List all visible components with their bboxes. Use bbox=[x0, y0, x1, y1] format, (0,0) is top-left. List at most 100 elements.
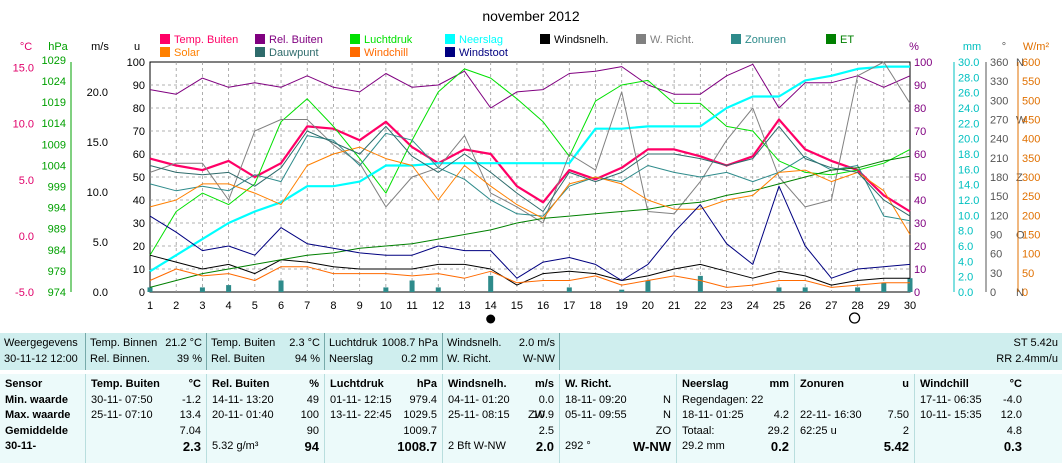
richt-deg: 292 ° bbox=[565, 440, 591, 452]
right-axis-unit-3: W/m² bbox=[1023, 41, 1050, 53]
left-axis-tick: 1024 bbox=[42, 76, 66, 88]
rel-max-when: 20-11- 01:40 bbox=[212, 409, 274, 421]
wind-avg: 2.5 bbox=[538, 424, 554, 437]
x-tick-label: 10 bbox=[380, 300, 392, 312]
zonuren-bar bbox=[383, 287, 389, 292]
statistics-table: Sensor Min. waarde Max. waarde Gemiddeld… bbox=[0, 374, 1062, 463]
temp-binnen-label: Temp. Binnen bbox=[90, 337, 158, 349]
right-axis-tick: 30 bbox=[990, 268, 1002, 280]
zonuren-bar bbox=[907, 278, 913, 292]
rel-max: 100 bbox=[300, 409, 319, 421]
left-axis-tick: 989 bbox=[48, 224, 66, 236]
legend-swatch bbox=[160, 34, 170, 44]
druk-max: 1029.5 bbox=[403, 409, 437, 421]
richt-min: N bbox=[663, 393, 671, 406]
date-label: 30-11- bbox=[5, 440, 37, 452]
right-axis-tick: 180 bbox=[990, 172, 1008, 184]
info-cell-druk: Luchtdruk 1008.7 hPa Neerslag 0.2 mm bbox=[325, 333, 443, 370]
compass-label: W bbox=[1016, 115, 1027, 127]
right-axis-tick: 26.0 bbox=[958, 88, 979, 100]
right-axis-tick: 6.0 bbox=[958, 241, 973, 253]
series-line bbox=[149, 68, 911, 256]
x-tick-label: 20 bbox=[642, 300, 654, 312]
rr-value: RR 2.4mm/u bbox=[996, 353, 1058, 365]
left-axis-tick: 974 bbox=[48, 287, 66, 299]
legend-swatch bbox=[255, 47, 265, 57]
chill-col-unit: °C bbox=[1009, 378, 1022, 390]
info-cell-weergegevens: Weergegevens 30-11-12 12:00 bbox=[0, 333, 86, 370]
richt-col-title: W. Richt. bbox=[565, 378, 612, 390]
right-axis-tick: 18.0 bbox=[958, 149, 979, 161]
legend-label: Windchill bbox=[364, 47, 408, 59]
legend-swatch bbox=[540, 34, 550, 44]
x-tick-label: 19 bbox=[616, 300, 628, 312]
zonuren-bar bbox=[147, 287, 153, 292]
rel-min: 49 bbox=[306, 393, 319, 406]
temp-buiten-label: Temp. Buiten bbox=[211, 337, 276, 349]
series-line bbox=[149, 266, 910, 288]
right-axis-tick: 24.0 bbox=[958, 103, 979, 115]
x-tick-label: 16 bbox=[537, 300, 549, 312]
right-axis-tick: 400 bbox=[1022, 134, 1040, 146]
right-axis-tick: 100 bbox=[914, 57, 932, 69]
chill-min-when: 17-11- 06:35 bbox=[920, 393, 982, 406]
right-axis-tick: 0.0 bbox=[958, 287, 973, 299]
zonuren-bar bbox=[199, 287, 205, 292]
series-line bbox=[149, 155, 911, 288]
datetime-value: 30-11-12 12:00 bbox=[4, 353, 78, 365]
x-tick-label: 8 bbox=[330, 300, 336, 312]
legend-swatch bbox=[826, 34, 836, 44]
left-axis-tick: -5.0 bbox=[15, 287, 34, 299]
series-line bbox=[149, 132, 911, 222]
compass-label: O bbox=[1016, 230, 1025, 242]
neerslag-cur: 0.2 bbox=[770, 439, 789, 454]
avg-label: Gemiddelde bbox=[5, 424, 68, 437]
left-axis-tick: 10 bbox=[133, 264, 145, 276]
series-line bbox=[149, 125, 911, 217]
right-axis-tick: 2.0 bbox=[958, 272, 973, 284]
neerslag-totaal: 29.2 bbox=[767, 424, 789, 437]
legend-swatch bbox=[636, 34, 646, 44]
rel-col-title: Rel. Buiten bbox=[212, 378, 270, 390]
left-axis-tick: 0.0 bbox=[93, 287, 108, 299]
temp-avg: 7.04 bbox=[179, 424, 201, 437]
legend-swatch bbox=[445, 47, 455, 57]
temp-col-title: Temp. Buiten bbox=[91, 378, 160, 390]
x-tick-label: 5 bbox=[252, 300, 258, 312]
zonuren-bar bbox=[776, 287, 782, 292]
left-axis-tick: 5.0 bbox=[93, 237, 108, 249]
richt-max: N bbox=[663, 409, 671, 421]
zon-cur: 5.42 bbox=[883, 439, 909, 454]
zonuren-bar bbox=[802, 287, 808, 292]
left-axis-tick: 60 bbox=[133, 149, 145, 161]
rel-binnen-value: 39 % bbox=[176, 353, 202, 365]
left-axis-tick: 10.0 bbox=[87, 187, 108, 199]
chart-title: november 2012 bbox=[482, 8, 580, 24]
wind-min: 0.0 bbox=[538, 393, 554, 406]
right-axis-tick: 50 bbox=[1022, 268, 1034, 280]
right-axis-tick: 150 bbox=[1022, 230, 1040, 242]
neerslag-extra: 29.2 mm bbox=[682, 440, 725, 452]
stats-col-rel: Rel. Buiten% 14-11- 13:20 49 20-11- 01:40… bbox=[207, 374, 325, 463]
right-axis-tick: 240 bbox=[990, 134, 1008, 146]
left-axis-tick: 1009 bbox=[42, 139, 66, 151]
chill-max-when: 10-11- 15:35 bbox=[920, 409, 982, 421]
series-line bbox=[149, 146, 911, 235]
right-axis-tick: 210 bbox=[990, 153, 1008, 165]
right-axis-unit-1: mm bbox=[963, 41, 981, 53]
x-tick-label: 4 bbox=[226, 300, 232, 312]
x-tick-label: 6 bbox=[278, 300, 284, 312]
zon-max-when: 22-11- 16:30 bbox=[800, 409, 862, 421]
current-info-strip: Weergegevens 30-11-12 12:00 Temp. Binnen… bbox=[0, 333, 1062, 370]
left-axis-unit-0: °C bbox=[20, 41, 32, 53]
left-axis-tick: 30 bbox=[133, 218, 145, 230]
luchtdruk-label: Luchtdruk bbox=[329, 337, 378, 349]
left-axis-tick: 20 bbox=[133, 241, 145, 253]
right-axis-tick: 10.0 bbox=[958, 210, 979, 222]
x-tick-label: 26 bbox=[799, 300, 811, 312]
druk-min: 979.4 bbox=[409, 393, 437, 406]
x-tick-label: 7 bbox=[304, 300, 310, 312]
rel-buiten-label: Rel. Buiten bbox=[211, 353, 265, 365]
zonuren-bar bbox=[645, 280, 651, 292]
druk-col-title: Luchtdruk bbox=[330, 378, 384, 390]
